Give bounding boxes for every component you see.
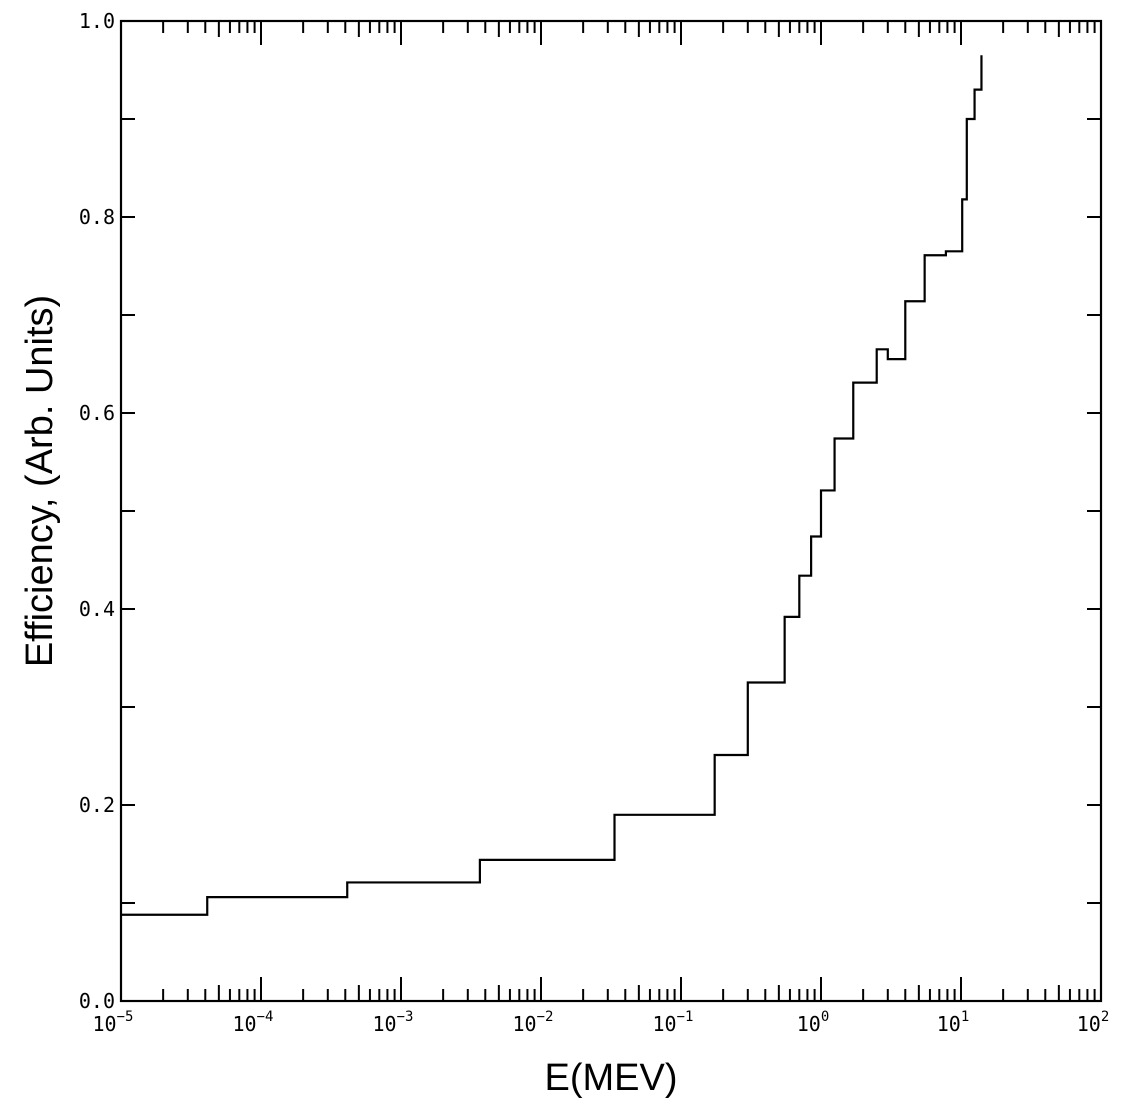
y-axis-label: Efficiency, (Arb. Units)	[19, 295, 61, 667]
y-tick-label: 1.0	[79, 9, 115, 33]
x-tick-label: 10−3	[373, 1009, 414, 1036]
y-tick-labels: 0.0 0.2 0.4 0.6 0.8 1.0	[79, 9, 115, 1013]
efficiency-step-line	[121, 55, 983, 916]
y-tick-label: 0.6	[79, 401, 115, 425]
x-tick-label: 101	[937, 1009, 970, 1036]
y-tick-label: 0.2	[79, 793, 115, 817]
x-tick-label: 10−2	[513, 1009, 554, 1036]
x-tick-label: 100	[797, 1009, 830, 1036]
tick-marks	[121, 21, 1101, 1001]
y-tick-label: 0.8	[79, 205, 115, 229]
x-tick-label: 10−1	[653, 1009, 694, 1036]
x-tick-label: 10−4	[233, 1009, 274, 1036]
x-tick-label: 10−5	[93, 1009, 134, 1036]
x-tick-label: 102	[1077, 1009, 1110, 1036]
plot-frame	[119, 19, 1103, 1003]
x-tick-labels: 10−5 10−4 10−3 10−2 10−1 100 101 102	[93, 1009, 1110, 1036]
y-tick-label: 0.0	[79, 989, 115, 1013]
y-tick-label: 0.4	[79, 597, 115, 621]
x-axis-label: E(MEV)	[545, 1057, 678, 1099]
